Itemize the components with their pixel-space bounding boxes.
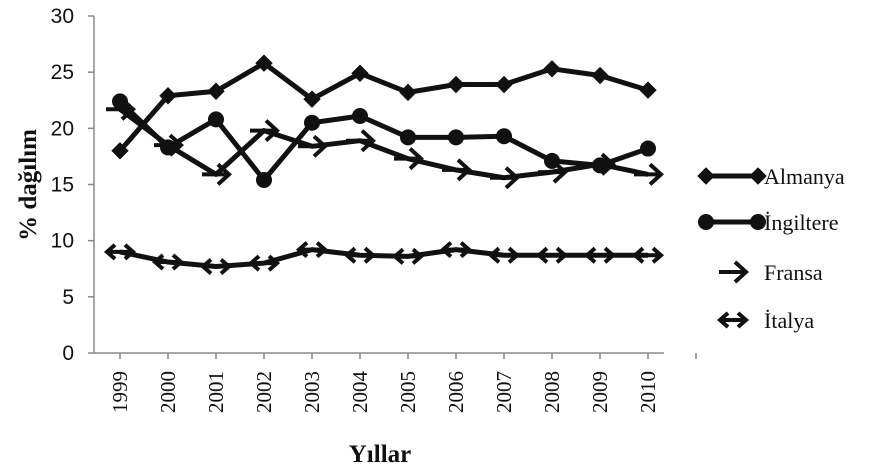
data-point-fransa	[202, 162, 232, 186]
y-ticks: 0 5 10 15 20 25 30	[51, 5, 94, 365]
y-tick-label: 25	[51, 61, 74, 84]
x-tick-label: 2002	[252, 371, 276, 413]
data-point-i-talya	[487, 246, 521, 264]
data-point-i-talya	[391, 247, 425, 265]
data-point-fransa	[394, 147, 424, 171]
data-point-i-ngiltere	[304, 114, 320, 131]
legend-item-fransa: Fransa	[719, 260, 823, 285]
x-tick-label: 2000	[156, 371, 180, 413]
data-point-almanya	[447, 75, 465, 94]
data-point-almanya	[303, 90, 321, 108]
series-line-almanya	[118, 60, 649, 153]
legend-label: İngiltere	[764, 210, 839, 235]
data-point-fransa	[250, 119, 280, 143]
x-tick-label: 2008	[540, 371, 564, 413]
legend-marker	[719, 260, 749, 284]
series-fransa	[106, 97, 664, 190]
y-tick-label: 10	[51, 230, 74, 253]
series-i-ngiltere	[112, 93, 656, 189]
data-point-i-talya	[103, 243, 137, 261]
x-axis-title: Yıllar	[349, 441, 412, 468]
series	[103, 54, 665, 276]
data-point-i-talya	[535, 246, 569, 264]
data-point-i-talya	[631, 246, 665, 264]
data-point-i-ngiltere	[208, 111, 224, 128]
data-point-i-talya	[439, 241, 473, 259]
data-point-i-ngiltere	[256, 172, 272, 189]
x-tick-label: 1999	[108, 371, 132, 413]
data-point-almanya	[111, 142, 129, 160]
data-point-fransa	[346, 129, 376, 153]
data-point-fransa	[298, 134, 328, 158]
series-almanya	[111, 54, 657, 160]
data-point-i-ngiltere	[112, 93, 128, 110]
data-point-almanya	[255, 54, 273, 72]
data-point-i-talya	[295, 241, 329, 259]
legend-marker	[698, 214, 714, 230]
x-tick-label: 2009	[588, 371, 612, 413]
x-tick-label: 2004	[348, 371, 372, 414]
legend-item-i-talya: İtalya	[716, 308, 814, 333]
y-tick-label: 30	[51, 5, 74, 28]
data-point-fransa	[538, 160, 568, 184]
data-point-almanya	[495, 75, 513, 94]
series-i-talya	[103, 241, 665, 276]
data-point-i-talya	[343, 246, 377, 264]
data-point-i-talya	[247, 254, 281, 272]
legend: Almanya İngiltere Fransa İtalya	[697, 164, 845, 333]
data-point-i-ngiltere	[448, 129, 464, 146]
legend-marker	[697, 167, 715, 185]
y-tick-label: 15	[51, 174, 74, 197]
data-point-fransa	[490, 166, 520, 190]
data-point-i-talya	[199, 257, 233, 276]
x-tick-label: 2003	[300, 371, 324, 413]
data-point-i-talya	[151, 253, 185, 271]
data-point-i-ngiltere	[352, 107, 368, 124]
legend-label: Almanya	[764, 164, 845, 189]
x-tick-label: 2007	[492, 371, 516, 413]
data-point-fransa	[442, 158, 472, 182]
series-line-i-ngiltere	[118, 99, 649, 183]
data-point-almanya	[591, 66, 609, 85]
y-tick-label: 0	[62, 342, 74, 365]
y-tick-label: 5	[62, 286, 74, 309]
data-point-almanya	[543, 60, 561, 78]
data-point-almanya	[399, 83, 417, 102]
data-point-fransa	[634, 162, 664, 186]
legend-marker	[749, 167, 767, 185]
series-line-fransa	[118, 107, 649, 181]
legend-label: Fransa	[764, 260, 823, 285]
data-point-almanya	[351, 64, 369, 82]
data-point-fransa	[154, 133, 184, 157]
x-tick-label: 2010	[636, 371, 660, 413]
x-ticks: 1999 2000 2001 2002 2003 2004 2005 2006 2007 2008…	[108, 353, 697, 414]
y-axis-title: % dağılım	[15, 129, 42, 241]
series-line-i-talya	[119, 247, 648, 270]
x-tick-label: 2001	[204, 371, 228, 413]
x-tick-label: 2006	[444, 371, 468, 413]
y-tick-label: 20	[51, 117, 74, 140]
data-point-almanya	[159, 87, 177, 105]
data-point-almanya	[639, 81, 657, 99]
data-point-fransa	[106, 97, 136, 121]
data-point-i-ngiltere	[640, 140, 656, 157]
x-tick-label: 2005	[396, 371, 420, 413]
data-point-i-ngiltere	[496, 128, 512, 145]
legend-label: İtalya	[764, 308, 814, 333]
legend-item-i-ngiltere: İngiltere	[698, 210, 839, 235]
data-point-i-ngiltere	[400, 129, 416, 146]
legend-marker	[716, 311, 750, 329]
data-point-fransa	[586, 152, 616, 176]
data-point-i-talya	[583, 246, 617, 264]
data-point-almanya	[207, 82, 225, 100]
legend-item-almanya: Almanya	[697, 164, 845, 189]
legend-marker	[750, 214, 766, 230]
axes	[93, 16, 664, 354]
